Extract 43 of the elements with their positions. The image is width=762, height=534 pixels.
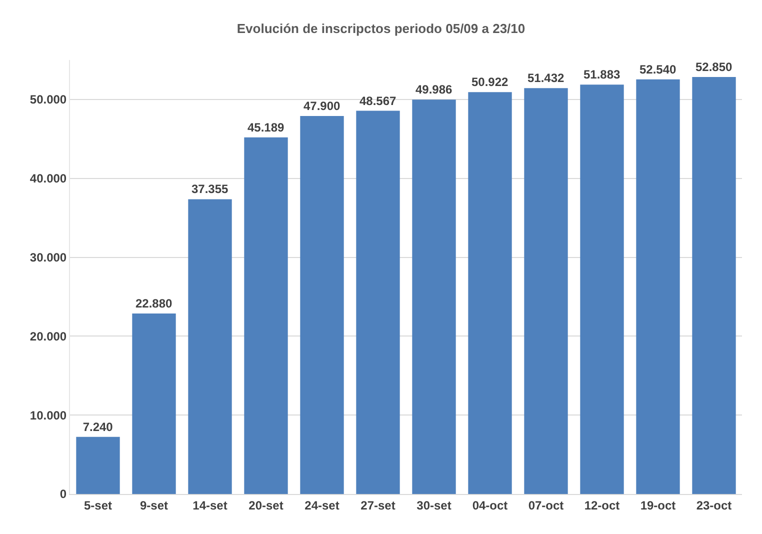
data-label: 51.883 (583, 68, 621, 82)
x-tick-label: 04-oct (472, 498, 508, 512)
bar (188, 199, 232, 494)
bar (692, 76, 736, 494)
data-label: 51.432 (527, 71, 565, 86)
data-label: 37.355 (191, 182, 229, 196)
bar (132, 313, 176, 494)
bar (636, 79, 680, 494)
data-label: 48.567 (359, 94, 397, 108)
bar (580, 84, 624, 494)
x-tick-label: 20-set (248, 498, 284, 512)
data-label: 22.880 (135, 296, 173, 310)
bar (244, 137, 288, 494)
x-tick-label: 9-set (140, 498, 168, 512)
x-tick-label: 27-set (360, 498, 396, 512)
x-tick-label: 23-oct (696, 498, 732, 512)
bar (76, 436, 120, 494)
data-label: 50.922 (471, 75, 509, 90)
bar (524, 88, 568, 494)
y-tick-label: 40.000 (30, 172, 67, 186)
y-tick-label: 50.000 (30, 92, 67, 107)
data-label: 52.850 (695, 60, 733, 74)
bar (412, 100, 456, 494)
data-label: 52.540 (639, 62, 677, 76)
x-tick-label: 30-set (416, 498, 452, 512)
y-tick-label: 10.000 (30, 408, 67, 422)
data-label: 45.189 (247, 120, 285, 134)
y-tick-label: 0 (60, 487, 67, 502)
x-tick-label: 12-oct (584, 498, 620, 512)
x-tick-label: 19-oct (640, 498, 676, 512)
data-label: 49.986 (415, 82, 453, 97)
bar (300, 116, 344, 494)
chart-title: Evolución de inscripctos periodo 05/09 a 23/10 (236, 21, 526, 36)
data-label: 47.900 (303, 99, 341, 114)
x-tick-label: 5-set (84, 498, 112, 512)
x-tick-label: 07-oct (528, 498, 564, 512)
y-tick-label: 30.000 (30, 250, 67, 264)
bar (468, 92, 512, 494)
y-tick-label: 20.000 (30, 329, 67, 344)
x-tick-label: 14-set (192, 498, 228, 512)
x-tick-label: 24-set (304, 498, 340, 512)
data-label: 7.240 (82, 420, 114, 434)
bar (356, 110, 400, 494)
